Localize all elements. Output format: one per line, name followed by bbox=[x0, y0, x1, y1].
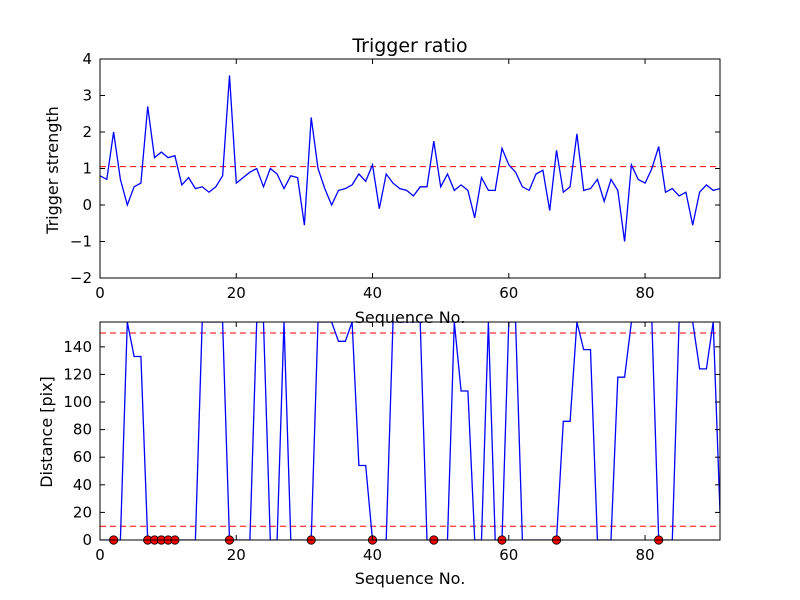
bottom-x-tick-label: 0 bbox=[95, 546, 105, 564]
bottom-axes-frame bbox=[99, 321, 721, 541]
top-chart: Trigger ratio 0 20 40 60 80 −2 −1 0 1 2 3 4 Sequenc… bbox=[43, 35, 721, 327]
top-y-tick-label: 4 bbox=[82, 50, 92, 68]
top-y-tick-label: 0 bbox=[82, 196, 92, 214]
bottom-y-tick-label: 100 bbox=[63, 393, 92, 411]
bottom-y-tick-label: 20 bbox=[73, 503, 92, 521]
top-y-tick-label: −1 bbox=[70, 233, 92, 251]
top-y-axis-label: Trigger strength bbox=[43, 106, 62, 235]
bottom-series-line bbox=[100, 322, 720, 540]
bottom-x-tick-label: 80 bbox=[636, 546, 655, 564]
top-x-tick-label: 80 bbox=[636, 284, 655, 302]
top-y-tick-label: 3 bbox=[82, 87, 92, 105]
top-x-tick-label: 40 bbox=[363, 284, 382, 302]
bottom-plot-area: 0 20 40 60 80 0 20 40 60 80 100 120 140 bbox=[63, 321, 721, 564]
bottom-x-axis-label: Sequence No. bbox=[355, 569, 466, 588]
bottom-y-axis-label: Distance [pix] bbox=[37, 376, 56, 488]
top-y-tick-label: −2 bbox=[70, 269, 92, 287]
bottom-y-tick-label: 40 bbox=[73, 476, 92, 494]
top-series-line bbox=[100, 75, 720, 242]
bottom-x-tick-label: 60 bbox=[499, 546, 518, 564]
top-y-tick-label: 1 bbox=[82, 160, 92, 178]
bottom-y-tick-label: 80 bbox=[73, 421, 92, 439]
top-y-tick-label: 2 bbox=[82, 123, 92, 141]
top-x-tick-label: 0 bbox=[95, 284, 105, 302]
bottom-x-tick-label: 20 bbox=[227, 546, 246, 564]
top-x-tick-label: 60 bbox=[499, 284, 518, 302]
bottom-chart: 0 20 40 60 80 0 20 40 60 80 100 120 140 Sequence No.… bbox=[37, 321, 721, 588]
bottom-y-tick-label: 140 bbox=[63, 338, 92, 356]
chart-title: Trigger ratio bbox=[351, 35, 467, 57]
top-x-tick-label: 20 bbox=[227, 284, 246, 302]
top-plot-area: 0 20 40 60 80 −2 −1 0 1 2 3 4 bbox=[70, 50, 721, 302]
bottom-y-tick-label: 0 bbox=[82, 531, 92, 549]
bottom-x-tick-label: 40 bbox=[363, 546, 382, 564]
bottom-y-tick-label: 120 bbox=[63, 365, 92, 383]
top-x-axis-label: Sequence No. bbox=[355, 308, 466, 327]
bottom-y-tick-label: 60 bbox=[73, 448, 92, 466]
